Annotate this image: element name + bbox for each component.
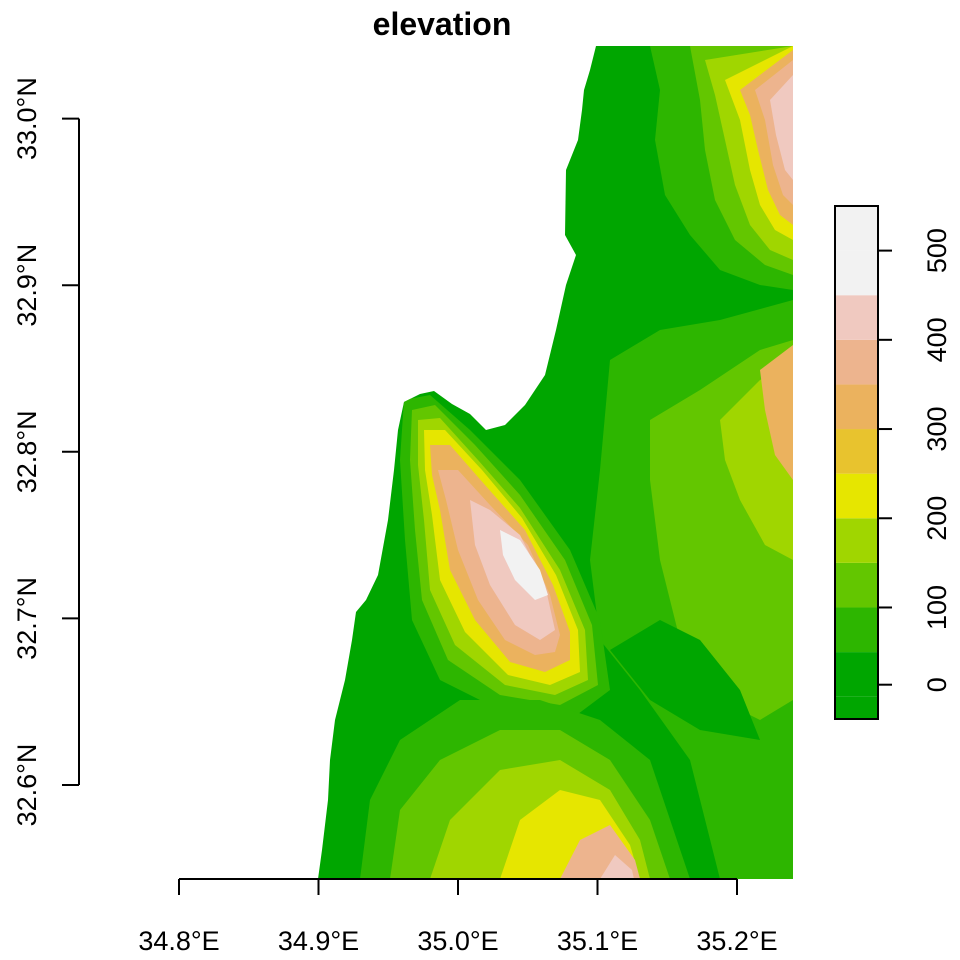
- legend-tick-label: 0: [922, 677, 952, 692]
- x-tick-label: 34.9°E: [278, 926, 359, 956]
- carmel-summit: [500, 530, 548, 600]
- y-tick-label: 32.6°N: [12, 744, 42, 827]
- galilee-hills-450: [770, 75, 793, 180]
- legend-swatch: [835, 250, 878, 296]
- x-tick-label: 35.0°E: [417, 926, 498, 956]
- legend-swatch-top: [835, 206, 878, 251]
- legend-swatch: [835, 518, 878, 563]
- y-tick-label: 32.7°N: [12, 577, 42, 660]
- legend-swatch: [835, 607, 878, 653]
- legend-tick-label: 400: [922, 317, 952, 362]
- legend-frame: [834, 205, 879, 720]
- y-tick-label: 33.0°N: [12, 77, 42, 160]
- legend-swatch: [835, 295, 878, 340]
- east-plateau-300: [760, 345, 793, 480]
- x-tick-label: 35.2°E: [696, 926, 777, 956]
- jezreel-lowland: [610, 620, 760, 740]
- map-title: elevation: [373, 6, 512, 42]
- legend-swatch: [835, 562, 878, 608]
- y-tick-label: 32.8°N: [12, 410, 42, 493]
- legend-swatch: [835, 339, 878, 385]
- elevation-raster: [318, 46, 793, 879]
- elevation-legend: 0 100 200 300 400 500: [834, 205, 952, 720]
- legend-tick-label: 300: [922, 407, 952, 452]
- menashe-summit: [600, 855, 634, 879]
- legend-tick-label: 200: [922, 496, 952, 541]
- legend-swatch: [835, 652, 878, 697]
- x-tick-label: 34.8°E: [138, 926, 219, 956]
- y-axis: 32.6°N 32.7°N 32.8°N 32.9°N 33.0°N: [12, 77, 80, 827]
- legend-swatch: [835, 429, 878, 474]
- legend-tick-label: 100: [922, 585, 952, 630]
- legend-swatch: [835, 473, 878, 519]
- x-tick-label: 35.1°E: [557, 926, 638, 956]
- legend-swatch: [835, 384, 878, 430]
- legend-tick-label: 500: [922, 228, 952, 273]
- legend-swatch-bottom: [835, 696, 878, 719]
- x-axis: 34.8°E 34.9°E 35.0°E 35.1°E 35.2°E: [138, 878, 778, 956]
- y-tick-label: 32.9°N: [12, 244, 42, 327]
